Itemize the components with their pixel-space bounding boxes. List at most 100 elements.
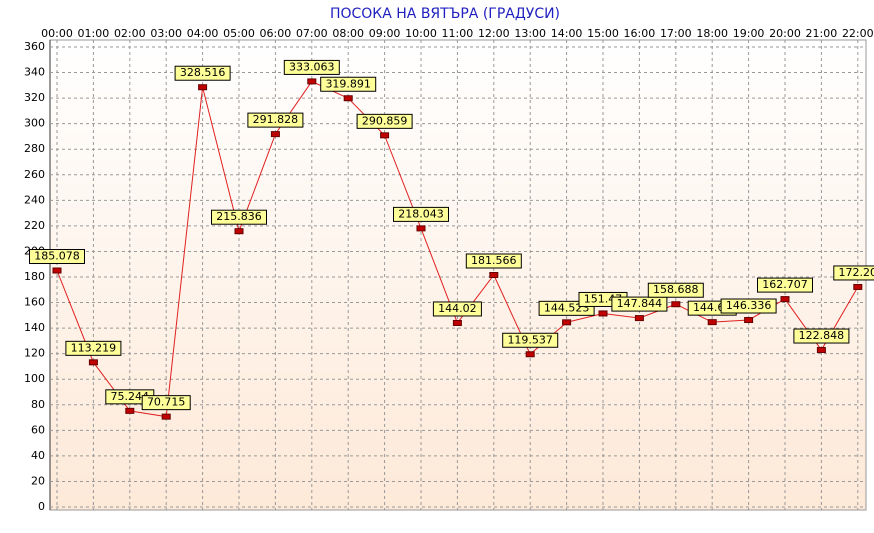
data-label-box: [65, 340, 122, 356]
marker: [489, 271, 499, 278]
y-tick-label: 100: [24, 372, 45, 385]
y-tick-label: 260: [24, 168, 45, 181]
data-label-box: [211, 209, 267, 225]
marker: [853, 283, 863, 290]
marker: [416, 225, 426, 232]
y-tick-label: 20: [31, 474, 45, 487]
data-label: 113.219: [71, 341, 117, 354]
data-label-box: [356, 113, 413, 129]
marker: [52, 267, 62, 274]
x-tick-label: 09:00: [369, 27, 401, 40]
x-tick-label: 06:00: [260, 27, 292, 40]
data-label-box: [793, 328, 850, 344]
y-tick-label: 360: [24, 40, 45, 53]
x-tick-label: 22:00: [842, 27, 874, 40]
marker: [671, 301, 681, 308]
y-tick-label: 120: [24, 347, 45, 360]
plot-area: [49, 39, 867, 511]
data-label-box: [757, 277, 813, 293]
y-tick-label: 340: [24, 66, 45, 79]
x-tick-label: 02:00: [114, 27, 146, 40]
x-tick-label: 07:00: [296, 27, 328, 40]
data-label-box: [647, 282, 704, 298]
marker: [634, 315, 644, 322]
data-label-box: [141, 395, 191, 411]
marker: [343, 95, 353, 102]
y-tick-label: 280: [24, 142, 45, 155]
data-label: 181.566: [471, 254, 517, 267]
x-tick-label: 10:00: [405, 27, 437, 40]
data-label: 147.844: [617, 297, 663, 310]
x-tick-label: 16:00: [624, 27, 656, 40]
x-tick-label: 21:00: [806, 27, 838, 40]
data-label: 158.688: [653, 283, 699, 296]
data-label-box: [29, 249, 85, 265]
x-tick-label: 03:00: [150, 27, 182, 40]
y-tick-label: 300: [24, 117, 45, 130]
marker: [125, 407, 135, 414]
marker: [598, 310, 608, 317]
marker: [161, 413, 171, 420]
data-label: 162.707: [762, 278, 808, 291]
y-tick-label: 0: [38, 500, 45, 513]
data-label: 290.859: [362, 114, 408, 127]
data-label: 146.336: [726, 299, 772, 312]
y-tick-label: 60: [31, 423, 45, 436]
x-tick-label: 01:00: [78, 27, 110, 40]
data-label: 144.02: [438, 302, 477, 315]
y-tick-label: 320: [24, 91, 45, 104]
data-label-box: [174, 65, 231, 81]
data-label: 172.20: [839, 266, 874, 279]
data-label: 333.063: [289, 60, 335, 73]
marker: [307, 78, 317, 85]
x-tick-label: 19:00: [733, 27, 765, 40]
y-tick-label: 40: [31, 449, 45, 462]
chart-title: ПОСОКА НА ВЯТЪРА (ГРАДУСИ): [330, 6, 560, 22]
data-label: 122.848: [799, 329, 845, 342]
x-tick-label: 18:00: [696, 27, 728, 40]
data-label-box: [432, 301, 482, 317]
y-tick-label: 240: [24, 193, 45, 206]
x-tick-label: 05:00: [223, 27, 255, 40]
data-label-box: [247, 112, 304, 128]
marker: [198, 84, 208, 91]
marker: [744, 317, 754, 324]
x-tick-label: 13:00: [514, 27, 546, 40]
x-tick-label: 12:00: [478, 27, 510, 40]
marker: [816, 347, 826, 354]
data-label: 144.523: [544, 301, 590, 314]
x-tick-label: 20:00: [769, 27, 801, 40]
marker: [452, 319, 462, 326]
y-tick-label: 80: [31, 398, 45, 411]
data-label: 319.891: [325, 77, 371, 90]
x-tick-label: 00:00: [41, 27, 73, 40]
marker: [707, 319, 717, 326]
marker: [562, 319, 572, 326]
data-label-box: [393, 206, 449, 222]
x-tick-label: 15:00: [587, 27, 619, 40]
y-tick-label: 140: [24, 321, 45, 334]
data-label-box: [283, 59, 340, 75]
data-label: 215.836: [216, 210, 262, 223]
data-label: 185.078: [34, 250, 80, 263]
marker: [380, 132, 390, 139]
x-tick-label: 17:00: [660, 27, 692, 40]
data-label-box: [833, 265, 874, 281]
data-label: 218.043: [398, 207, 444, 220]
data-label: 70.715: [147, 396, 186, 409]
y-tick-label: 160: [24, 296, 45, 309]
data-label-box: [502, 332, 559, 348]
x-tick-label: 08:00: [332, 27, 364, 40]
marker: [88, 359, 98, 366]
data-label-box: [720, 298, 777, 314]
data-label: 291.828: [253, 113, 299, 126]
marker: [270, 131, 280, 138]
data-label: 328.516: [180, 66, 226, 79]
y-tick-label: 180: [24, 270, 45, 283]
x-tick-label: 04:00: [187, 27, 219, 40]
marker: [780, 296, 790, 303]
data-label: 75.244: [111, 390, 150, 403]
marker: [234, 228, 244, 235]
x-tick-label: 14:00: [551, 27, 583, 40]
